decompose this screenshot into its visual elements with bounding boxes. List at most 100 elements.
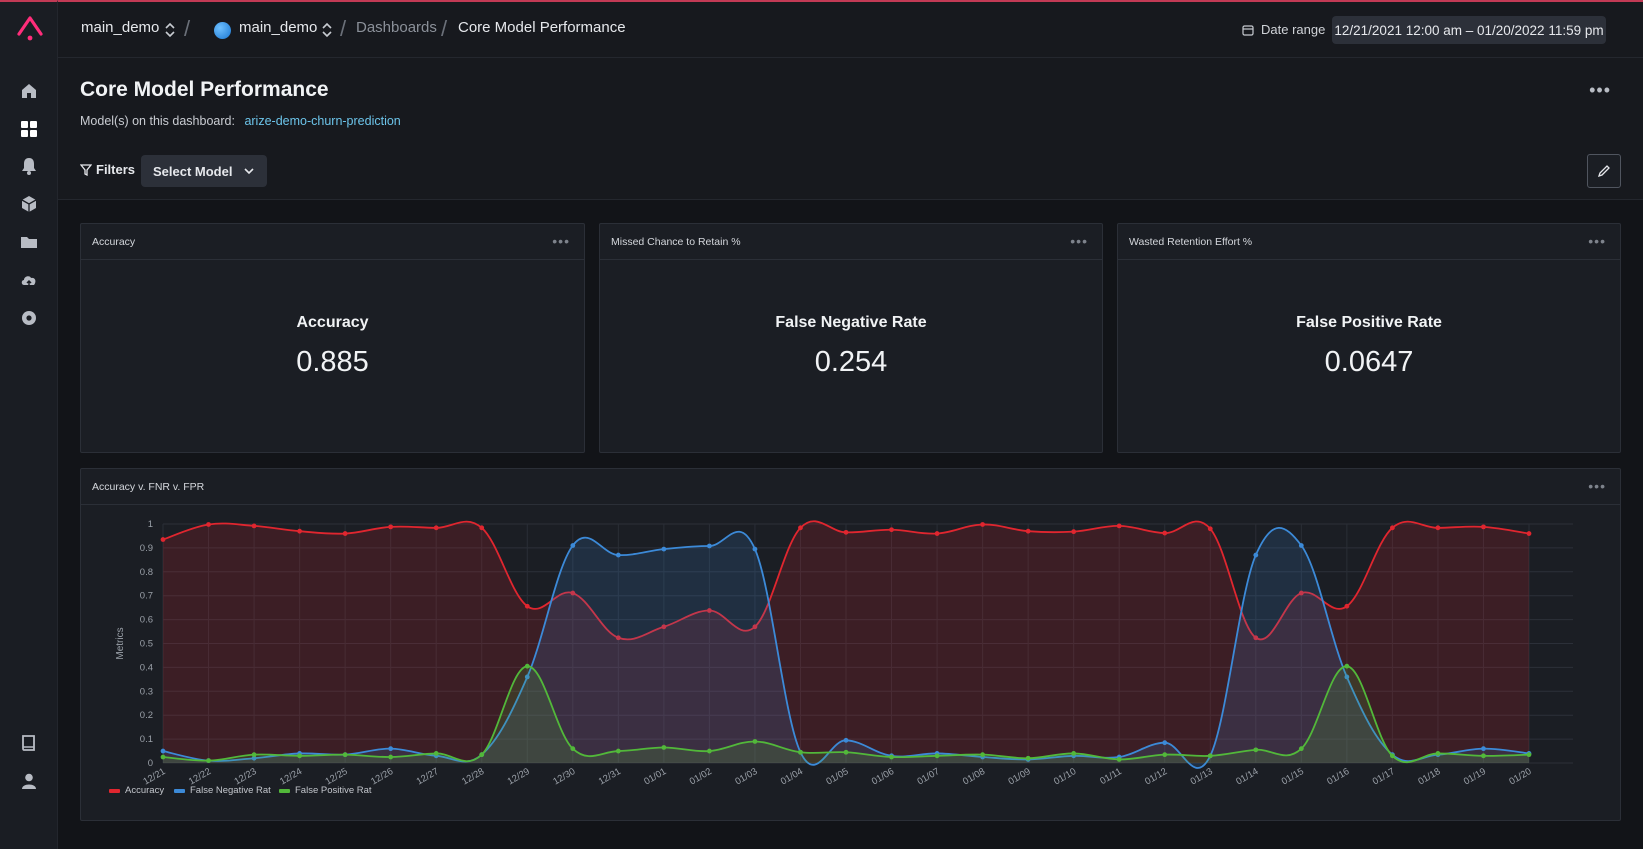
y-tick-label: 0.7 xyxy=(140,591,153,602)
card-more-icon[interactable]: ••• xyxy=(1588,478,1606,494)
x-tick-label: 12/28 xyxy=(460,766,486,787)
card-more-icon[interactable]: ••• xyxy=(1588,233,1606,249)
legend-swatch xyxy=(279,788,290,793)
legend-item-accuracy[interactable]: Accuracy xyxy=(109,785,164,796)
data-point-1 xyxy=(570,543,576,548)
data-point-0 xyxy=(1298,590,1304,596)
data-point-1 xyxy=(524,674,530,680)
card-title: Missed Chance to Retain % xyxy=(611,236,741,248)
data-point-1 xyxy=(1481,746,1486,752)
data-point-2 xyxy=(388,754,394,760)
chevron-updown-icon[interactable] xyxy=(164,21,176,39)
models-icon[interactable] xyxy=(18,193,40,215)
data-point-2 xyxy=(1025,755,1031,761)
x-tick-label: 01/05 xyxy=(824,766,850,787)
data-point-2 xyxy=(889,754,894,760)
data-point-0 xyxy=(160,537,166,542)
breadcrumb-separator: / xyxy=(340,16,347,41)
globe-icon xyxy=(214,22,231,39)
data-point-2 xyxy=(524,663,530,669)
models-label: Model(s) on this dashboard: xyxy=(80,114,235,128)
x-tick-label: 01/03 xyxy=(733,766,759,787)
chevron-updown-icon[interactable] xyxy=(321,21,333,39)
dashboards-icon[interactable] xyxy=(18,118,40,140)
metric-value: 0.885 xyxy=(296,346,369,378)
data-point-0 xyxy=(661,624,667,630)
series-area-2 xyxy=(163,666,1529,763)
data-point-0 xyxy=(1344,603,1350,609)
calendar-icon xyxy=(1242,25,1254,36)
data-point-2 xyxy=(479,752,485,758)
home-icon[interactable] xyxy=(18,80,40,102)
card-more-icon[interactable]: ••• xyxy=(552,233,570,249)
y-tick-label: 0.9 xyxy=(140,543,153,554)
x-tick-label: 01/12 xyxy=(1143,766,1169,787)
data-point-0 xyxy=(1390,525,1395,531)
org-switcher[interactable]: main_demo xyxy=(81,19,160,36)
upload-icon[interactable] xyxy=(18,269,40,291)
x-tick-label: 01/14 xyxy=(1234,766,1260,787)
data-point-2 xyxy=(342,752,348,758)
y-tick-label: 0.5 xyxy=(140,639,153,650)
model-link[interactable]: arize-demo-churn-prediction xyxy=(244,114,401,128)
data-point-1 xyxy=(1253,552,1259,558)
x-tick-label: 01/17 xyxy=(1371,766,1397,787)
edit-dashboard-button[interactable] xyxy=(1587,154,1621,188)
chart-card: Accuracy v. FNR v. FPR ••• 0 0.1 0.2 0.3 0.4… xyxy=(80,468,1621,821)
filters-label: Filters xyxy=(96,162,136,177)
x-tick-label: 12/30 xyxy=(551,766,577,787)
select-model-dropdown[interactable]: Select Model xyxy=(141,155,267,187)
arize-logo[interactable] xyxy=(14,12,46,44)
data-point-2 xyxy=(1481,753,1486,759)
metric-value: 0.0647 xyxy=(1324,346,1414,378)
data-point-1 xyxy=(752,546,758,552)
data-point-0 xyxy=(251,523,257,529)
y-tick-label: 0.4 xyxy=(140,662,153,673)
data-point-0 xyxy=(980,522,985,527)
data-point-0 xyxy=(889,527,894,533)
data-point-2 xyxy=(1253,747,1259,753)
x-tick-label: 01/04 xyxy=(779,766,805,787)
legend-label: Accuracy xyxy=(125,785,165,796)
y-tick-label: 0.1 xyxy=(140,734,153,745)
breadcrumb-separator: / xyxy=(184,16,191,41)
x-tick-label: 01/20 xyxy=(1507,766,1533,787)
y-tick-label: 0.3 xyxy=(140,686,153,697)
date-range-picker[interactable]: 12/21/2021 12:00 am – 01/20/2022 11:59 p… xyxy=(1332,16,1606,44)
breadcrumb-dashboards[interactable]: Dashboards xyxy=(356,19,437,36)
x-tick-label: 01/16 xyxy=(1325,766,1351,787)
x-tick-label: 01/08 xyxy=(961,766,987,787)
fnr-card: Missed Chance to Retain % ••• False Nega… xyxy=(599,223,1103,453)
y-tick-label: 0.6 xyxy=(140,615,153,626)
folder-icon[interactable] xyxy=(18,231,40,253)
x-tick-label: 01/01 xyxy=(642,766,668,787)
data-point-2 xyxy=(1344,663,1350,669)
data-point-2 xyxy=(206,758,211,764)
data-point-2 xyxy=(615,748,621,754)
data-point-0 xyxy=(1116,523,1122,529)
data-point-2 xyxy=(798,749,803,755)
filters-button[interactable]: Filters xyxy=(80,162,135,177)
data-point-1 xyxy=(388,746,394,752)
x-tick-label: 12/29 xyxy=(506,766,532,787)
x-tick-label: 01/19 xyxy=(1462,766,1488,787)
card-more-icon[interactable]: ••• xyxy=(1070,233,1088,249)
data-point-0 xyxy=(433,525,439,531)
page-more-icon[interactable]: ••• xyxy=(1589,80,1611,100)
x-tick-label: 01/06 xyxy=(870,766,896,787)
space-switcher[interactable]: main_demo xyxy=(239,19,318,36)
filter-icon xyxy=(80,163,92,176)
card-header: Accuracy ••• xyxy=(81,224,584,260)
legend-item-fpr[interactable]: False Positive Rat xyxy=(279,785,372,796)
data-point-2 xyxy=(1071,751,1077,756)
x-tick-label: 01/07 xyxy=(915,766,941,787)
alerts-icon[interactable] xyxy=(18,155,40,177)
settings-icon[interactable] xyxy=(18,307,40,329)
legend-label: False Negative Rat xyxy=(190,785,271,796)
user-icon[interactable] xyxy=(18,770,40,792)
series-area-1 xyxy=(163,527,1529,769)
data-point-0 xyxy=(1481,524,1486,530)
page-title: Core Model Performance xyxy=(80,78,329,101)
docs-icon[interactable] xyxy=(18,732,40,754)
legend-item-fnr[interactable]: False Negative Rat xyxy=(174,785,271,796)
